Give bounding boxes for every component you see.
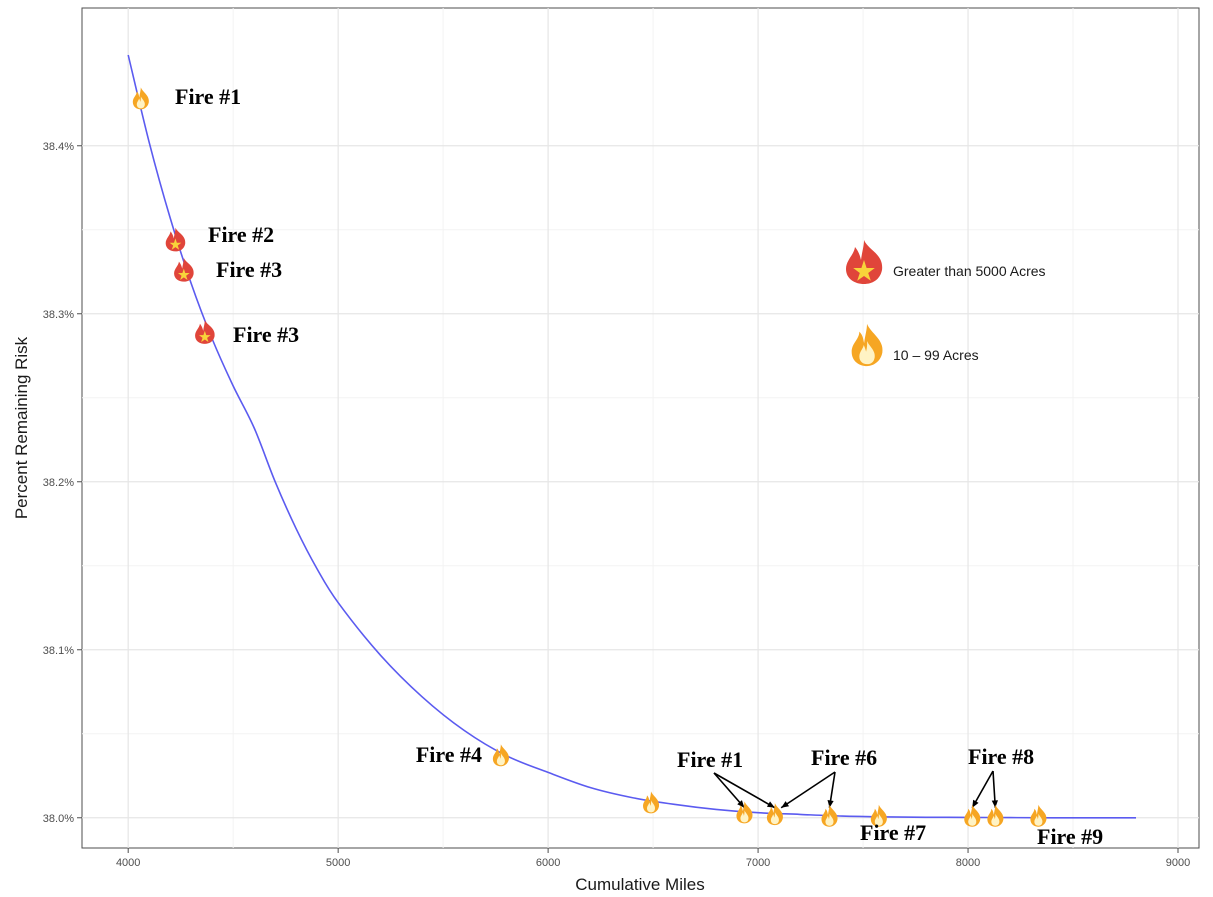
legend-label-large: Greater than 5000 Acres	[893, 263, 1046, 279]
y-tick-label: 38.4%	[43, 141, 74, 153]
callout-label: Fire #1	[677, 747, 743, 772]
plot-panel	[81, 7, 1200, 849]
callout-arrow	[780, 771, 836, 809]
label-layer: Fire #1 Fire #2 Fire #3 Fire #3 Fire #4 Fire …	[175, 84, 1103, 849]
callout-arrowhead	[991, 800, 998, 808]
fire-label: Fire #3	[216, 257, 282, 282]
callout-label: Fire #6	[811, 745, 877, 770]
y-tick-label: 38.1%	[43, 645, 74, 657]
x-tick-label: 4000	[116, 857, 140, 869]
callout-arrow	[713, 772, 746, 809]
x-tick-label: 7000	[746, 857, 770, 869]
fire-label: Fire #4	[416, 742, 482, 767]
curve-layer	[127, 54, 1136, 819]
axis-ticks: 4000 5000 6000 7000 8000 9000 38.0% 38.1% 38.2% 3…	[43, 141, 1190, 869]
fire-label: Fire #2	[208, 222, 274, 247]
callout-arrowhead	[766, 801, 775, 808]
fire-label: Fire #3	[233, 322, 299, 347]
x-tick-label: 9000	[1166, 857, 1190, 869]
callout-arrowhead	[972, 799, 979, 808]
x-tick-label: 6000	[536, 857, 560, 869]
callout-arrowhead	[827, 800, 834, 808]
fire-label: Fire #1	[175, 84, 241, 109]
y-tick-label: 38.0%	[43, 813, 74, 825]
callout-arrowhead	[737, 800, 745, 808]
y-tick-label: 38.2%	[43, 477, 74, 489]
x-axis-title: Cumulative Miles	[575, 875, 704, 894]
callout-arrow	[713, 772, 776, 809]
fit-curve	[127, 54, 1136, 819]
legend-label-small: 10 – 99 Acres	[893, 347, 979, 363]
y-tick-label: 38.3%	[43, 309, 74, 321]
x-tick-label: 5000	[326, 857, 350, 869]
callout-label: Fire #8	[968, 744, 1034, 769]
fire-label: Fire #9	[1037, 824, 1103, 849]
legend: Greater than 5000 Acres 10 – 99 Acres	[846, 240, 1046, 367]
callout-arrowhead	[781, 801, 790, 808]
x-tick-label: 8000	[956, 857, 980, 869]
grid-lines	[82, 8, 1199, 848]
callout-layer	[713, 770, 998, 809]
y-axis-title: Percent Remaining Risk	[12, 336, 31, 519]
fire-label: Fire #7	[860, 820, 926, 845]
